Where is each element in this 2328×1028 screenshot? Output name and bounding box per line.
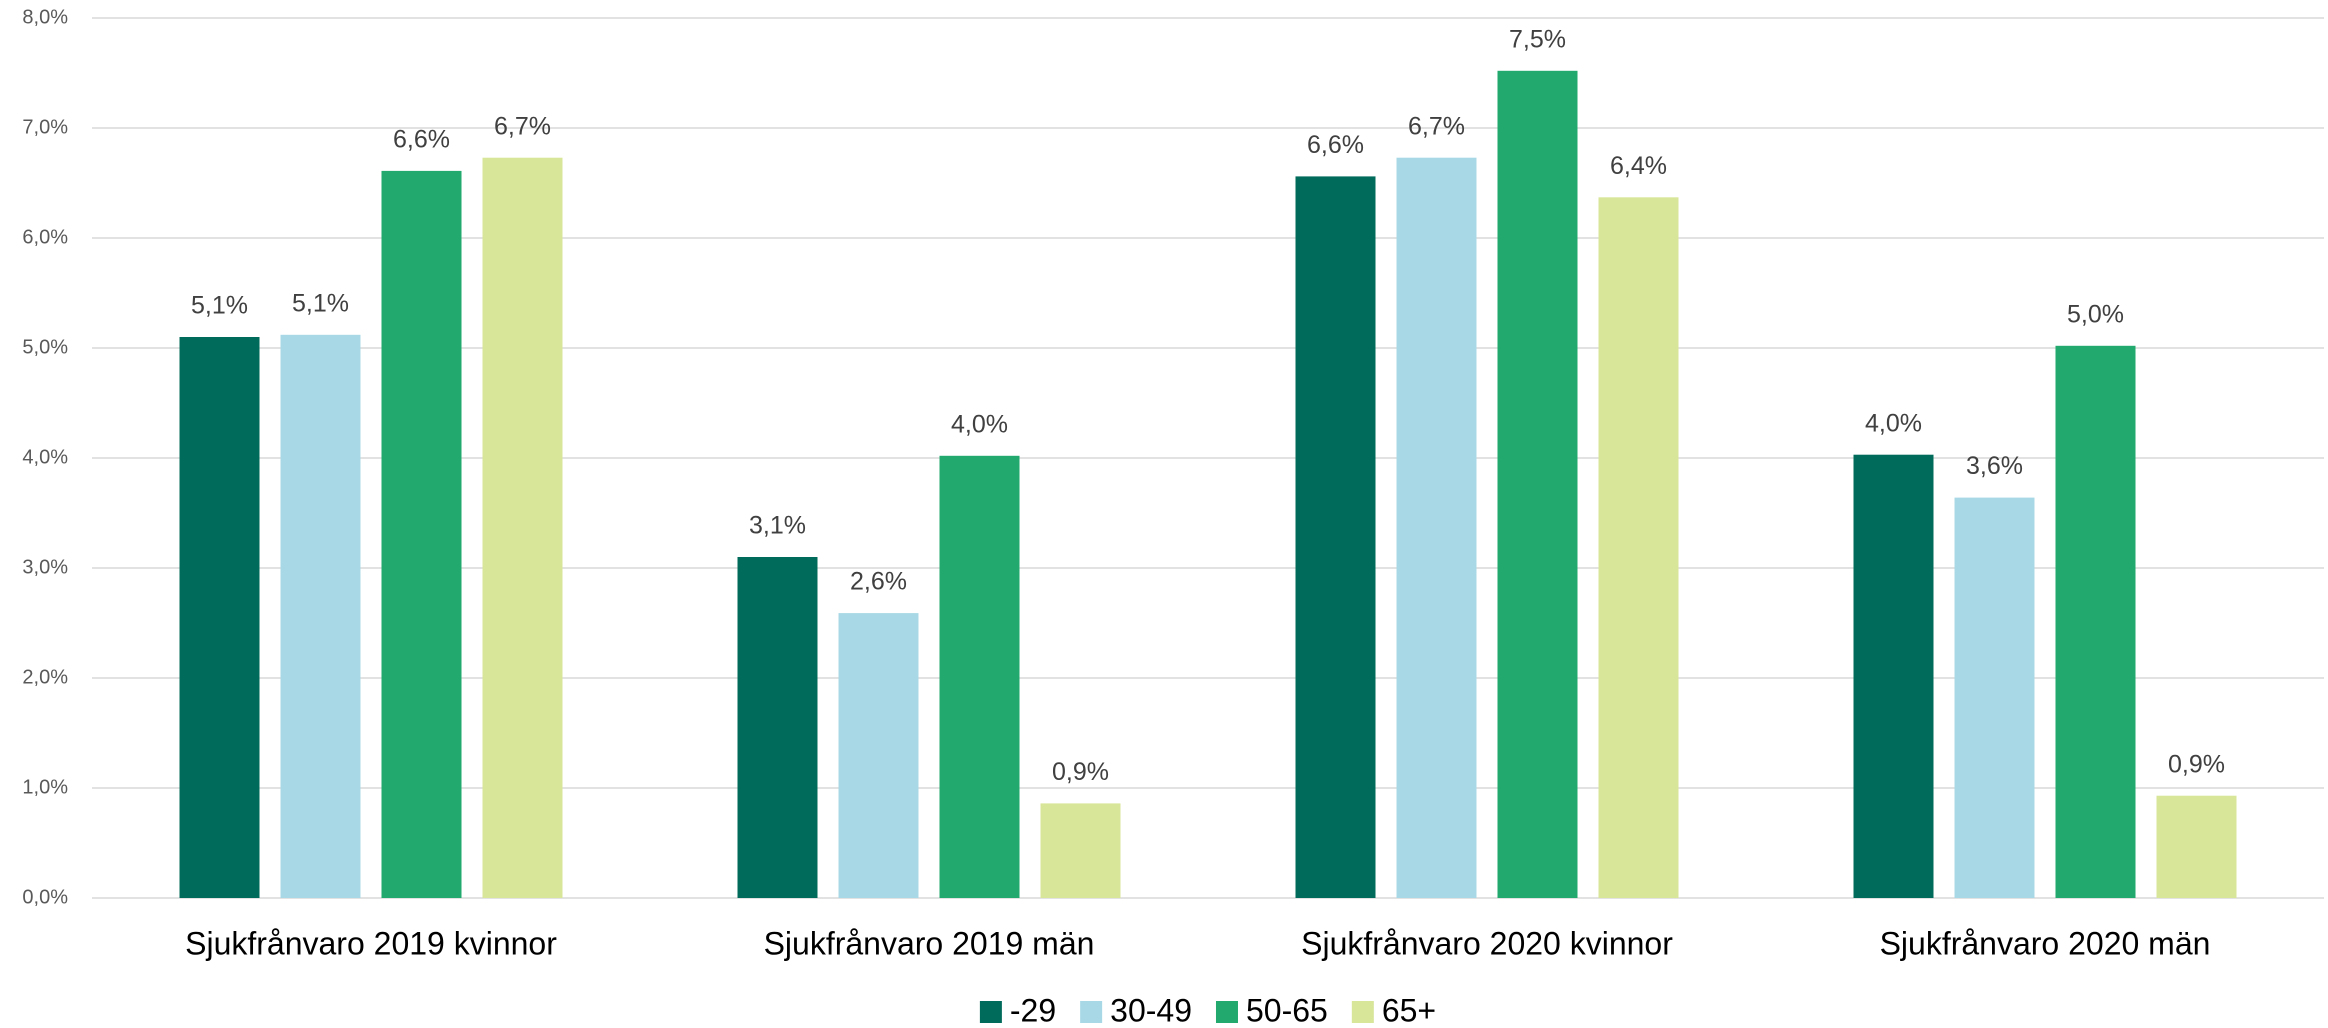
bar [1295, 176, 1376, 898]
y-tick-label: 1,0% [22, 776, 68, 798]
bar [2055, 345, 2136, 898]
data-label: 5,0% [2067, 300, 2124, 328]
data-label: 3,1% [749, 512, 806, 540]
bar [1040, 803, 1121, 898]
data-label: 0,9% [1052, 758, 1109, 786]
bar [1954, 497, 2035, 898]
y-tick-label: 4,0% [22, 446, 68, 468]
x-tick-label: Sjukfrånvaro 2019 män [764, 925, 1095, 961]
bar [2156, 795, 2237, 898]
bar [280, 334, 361, 898]
data-label: 6,4% [1610, 152, 1667, 180]
bar [1396, 157, 1477, 898]
y-tick-label: 6,0% [22, 226, 68, 248]
bar [179, 337, 260, 898]
legend-swatch [1215, 1001, 1238, 1023]
data-label: 3,6% [1966, 452, 2023, 480]
data-label: 5,1% [292, 289, 349, 317]
x-tick-label: Sjukfrånvaro 2020 kvinnor [1301, 925, 1673, 961]
x-tick-label: Sjukfrånvaro 2020 män [1880, 925, 2211, 961]
y-tick-label: 3,0% [22, 556, 68, 578]
legend-label: 65+ [1382, 992, 1436, 1028]
x-tick-label: Sjukfrånvaro 2019 kvinnor [185, 925, 557, 961]
legend-swatch [1080, 1001, 1103, 1023]
y-tick-label: 0,0% [22, 886, 68, 908]
legend-label: -29 [1010, 992, 1056, 1028]
y-tick-label: 8,0% [22, 6, 68, 28]
data-label: 6,7% [1408, 112, 1465, 140]
bar [381, 170, 462, 898]
bar [1497, 70, 1578, 899]
data-label: 7,5% [1509, 25, 1566, 53]
bar [1598, 197, 1679, 899]
y-tick-label: 2,0% [22, 666, 68, 688]
legend-swatch [979, 1001, 1002, 1023]
bar [838, 613, 919, 898]
bar [1853, 454, 1934, 898]
y-tick-label: 7,0% [22, 116, 68, 138]
data-label: 6,6% [1307, 131, 1364, 159]
data-label: 2,6% [850, 568, 907, 596]
data-label: 0,9% [2168, 750, 2225, 778]
legend-label: 30-49 [1110, 992, 1192, 1028]
legend-label: 50-65 [1246, 992, 1328, 1028]
data-label: 4,0% [1865, 409, 1922, 437]
legend-swatch [1351, 1001, 1374, 1023]
data-label: 4,0% [951, 410, 1008, 438]
data-label: 5,1% [191, 292, 248, 320]
bar [737, 557, 818, 898]
bar [939, 455, 1020, 898]
bar [482, 157, 563, 898]
data-label: 6,6% [393, 126, 450, 154]
data-label: 6,7% [494, 112, 551, 140]
y-tick-label: 5,0% [22, 336, 68, 358]
